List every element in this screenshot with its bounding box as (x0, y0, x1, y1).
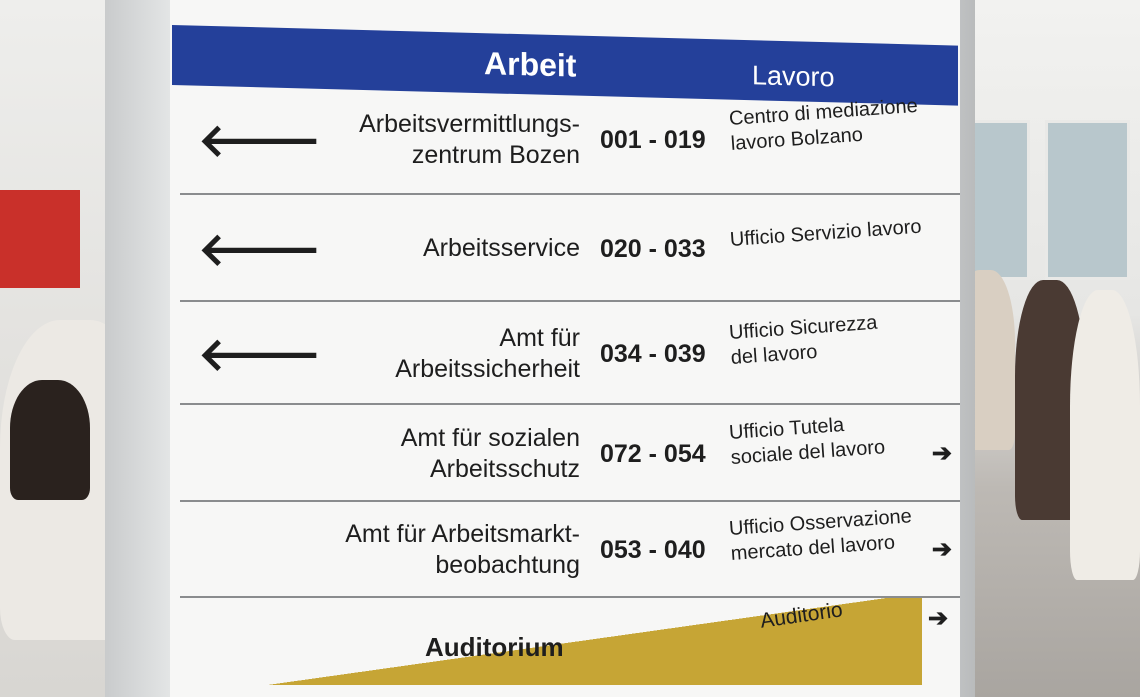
person-hair (10, 380, 90, 500)
office-name-de: Amt für Arbeitsmarkt- beobachtung (345, 520, 580, 579)
arrow-left-icon: 🡐 (198, 114, 322, 166)
sign-panel (170, 0, 960, 697)
sign-row: 🡐 Amt für Arbeitssicherheit 034 - 039 Uffic… (180, 302, 960, 405)
office-name-de: Arbeitsvermittlungs- zentrum Bozen (359, 110, 580, 169)
office-name-de: Amt für sozialen Arbeitsschutz (400, 423, 580, 483)
room-range: 034 - 039 (600, 339, 706, 368)
sign-row: 🡐 Arbeitsvermittlungs- zentrum Bozen 001 -… (180, 85, 960, 195)
sign-row: Amt für sozialen Arbeitsschutz 072 - 054 U… (180, 405, 960, 502)
red-wall-panel (0, 190, 80, 288)
office-name-it: Ufficio Servizio lavoro (729, 215, 923, 251)
arrow-right-icon: ➔ (931, 439, 952, 467)
sign-row: 🡐 Arbeitsservice 020 - 033 Ufficio Servizio… (180, 195, 960, 302)
office-name-it: Ufficio Osservazione mercato del lavoro (728, 505, 913, 565)
arrow-left-icon: 🡐 (198, 222, 322, 275)
room-range: 053 - 040 (600, 536, 706, 564)
office-name-de: Arbeitsservice (423, 234, 580, 262)
office-name-it: Centro di mediazione lavoro Bolzano (728, 94, 919, 155)
office-name-it: Ufficio Sicurezza del lavoro (728, 311, 879, 369)
window (1045, 120, 1130, 280)
office-name-de: Amt für Arbeitssicherheit (395, 323, 580, 383)
office-name-it: Ufficio Tutela sociale del lavoro (728, 413, 886, 469)
auditorium-band (232, 598, 922, 685)
room-range: 072 - 054 (600, 439, 706, 468)
arrow-right-icon: ➔ (931, 536, 952, 563)
arrow-right-icon: ➔ (928, 605, 949, 632)
room-range: 001 - 019 (600, 126, 706, 154)
seated-person (1070, 290, 1140, 580)
header-de: Arbeit (484, 45, 577, 84)
sign-row: Amt für Arbeitsmarkt- beobachtung 053 - 0… (180, 502, 960, 598)
arrow-left-icon: 🡐 (198, 327, 322, 380)
auditorium-de: Auditorium (425, 632, 564, 662)
room-range: 020 - 033 (600, 234, 706, 263)
